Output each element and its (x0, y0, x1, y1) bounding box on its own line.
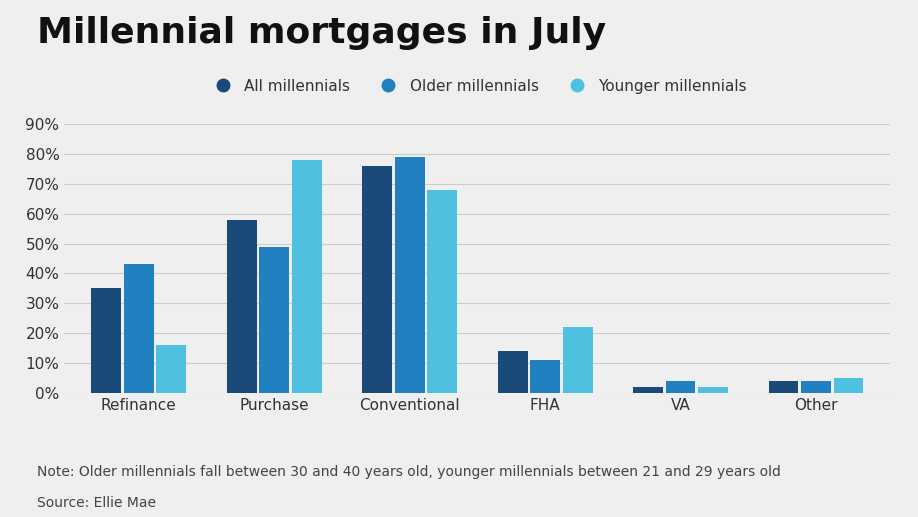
Text: Millennial mortgages in July: Millennial mortgages in July (37, 16, 606, 50)
Bar (124, 265, 153, 393)
Bar (801, 381, 831, 393)
Bar (292, 160, 321, 393)
Bar (563, 327, 592, 393)
Bar (259, 247, 289, 393)
Text: Note: Older millennials fall between 30 and 40 years old, younger millennials be: Note: Older millennials fall between 30 … (37, 465, 780, 479)
Text: Source: Ellie Mae: Source: Ellie Mae (37, 496, 156, 510)
Bar (227, 220, 257, 393)
Bar (156, 345, 186, 393)
Bar (427, 190, 457, 393)
Bar (498, 351, 528, 393)
Bar (363, 166, 392, 393)
Bar (91, 288, 121, 393)
Legend: All millennials, Older millennials, Younger millennials: All millennials, Older millennials, Youn… (202, 72, 753, 100)
Bar (530, 360, 560, 393)
Bar (395, 157, 425, 393)
Bar (633, 387, 663, 393)
Bar (698, 387, 728, 393)
Bar (666, 381, 696, 393)
Bar (768, 381, 799, 393)
Bar (834, 378, 864, 393)
